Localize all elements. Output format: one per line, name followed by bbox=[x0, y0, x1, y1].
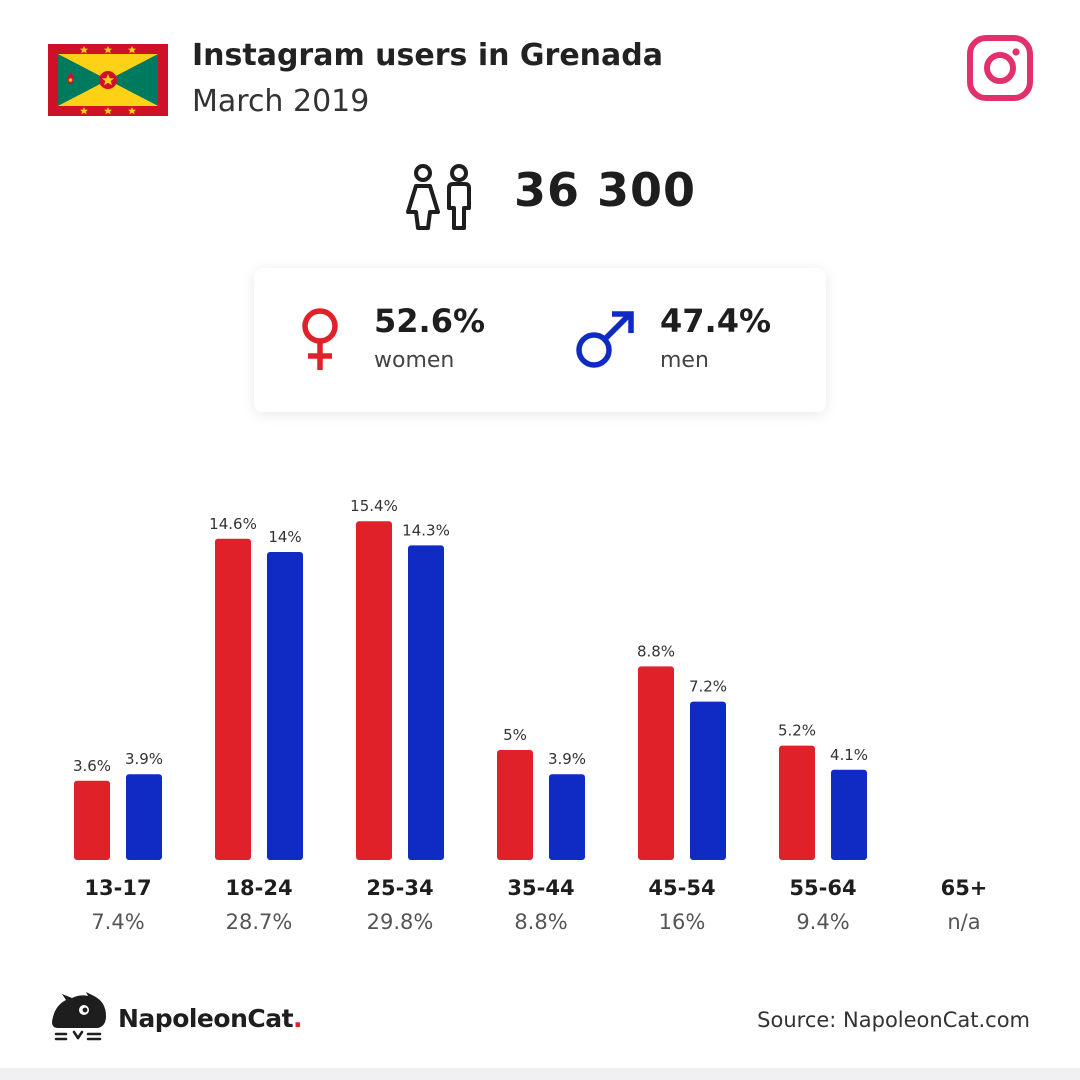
bar-label-men-35-44: 3.9% bbox=[548, 750, 586, 768]
category-total-25-34: 29.8% bbox=[366, 910, 434, 934]
bar-label-men-13-17: 3.9% bbox=[125, 750, 163, 768]
category-label-55-64: 55-64 bbox=[789, 876, 857, 900]
category-label-35-44: 35-44 bbox=[507, 876, 575, 900]
bar-label-men-18-24: 14% bbox=[268, 528, 301, 546]
source-credit: Source: NapoleonCat.com bbox=[757, 1008, 1030, 1032]
bar-men-35-44 bbox=[549, 774, 585, 860]
page-title: Instagram users in Grenada bbox=[192, 38, 664, 73]
bar-label-women-18-24: 14.6% bbox=[209, 515, 257, 533]
male-symbol-icon bbox=[576, 311, 634, 368]
men-label: men bbox=[660, 348, 709, 373]
napoleoncat-brand[interactable]: NapoleonCat. bbox=[118, 1004, 303, 1033]
page-subtitle: March 2019 bbox=[192, 84, 370, 119]
bar-men-18-24 bbox=[267, 552, 303, 860]
category-total-13-17: 7.4% bbox=[91, 910, 145, 934]
bar-label-women-55-64: 5.2% bbox=[778, 722, 816, 740]
bar-men-45-54 bbox=[690, 701, 726, 860]
bar-women-25-34 bbox=[356, 521, 392, 860]
bar-men-25-34 bbox=[408, 545, 444, 860]
women-percentage: 52.6% bbox=[374, 302, 486, 340]
bar-women-45-54 bbox=[638, 666, 674, 860]
category-total-45-54: 16% bbox=[658, 910, 706, 934]
people-icon bbox=[406, 164, 471, 230]
footer-band bbox=[0, 1068, 1080, 1080]
bar-label-women-25-34: 15.4% bbox=[350, 497, 398, 515]
category-total-35-44: 8.8% bbox=[514, 910, 568, 934]
category-total-18-24: 28.7% bbox=[225, 910, 293, 934]
age-gender-bar-chart: 3.6% 3.9% 14.6% 14% 15.4%14.3% 5% 3.9% 8.8% 7.2%… bbox=[73, 497, 868, 860]
bar-men-13-17 bbox=[126, 774, 162, 860]
bar-women-13-17 bbox=[74, 780, 110, 860]
category-label-13-17: 13-17 bbox=[84, 876, 152, 900]
napoleoncat-logo-icon bbox=[52, 992, 106, 1041]
total-users: 36 300 bbox=[514, 163, 697, 217]
category-total-65+: n/a bbox=[947, 910, 981, 934]
bar-label-men-45-54: 7.2% bbox=[689, 678, 727, 696]
women-label: women bbox=[374, 348, 455, 373]
category-label-25-34: 25-34 bbox=[366, 876, 434, 900]
gender-card bbox=[254, 268, 826, 412]
bar-label-women-45-54: 8.8% bbox=[637, 642, 675, 660]
category-label-45-54: 45-54 bbox=[648, 876, 716, 900]
bar-women-18-24 bbox=[215, 538, 251, 860]
category-label-18-24: 18-24 bbox=[225, 876, 293, 900]
men-percentage: 47.4% bbox=[660, 302, 772, 340]
category-total-55-64: 9.4% bbox=[796, 910, 850, 934]
female-symbol-icon bbox=[302, 308, 338, 370]
bar-label-women-35-44: 5% bbox=[503, 726, 527, 744]
bar-label-women-13-17: 3.6% bbox=[73, 757, 111, 775]
category-label-65+: 65+ bbox=[940, 876, 988, 900]
bar-men-55-64 bbox=[831, 769, 867, 860]
bar-label-men-55-64: 4.1% bbox=[830, 746, 868, 764]
bar-label-men-25-34: 14.3% bbox=[402, 521, 450, 539]
instagram-icon bbox=[967, 35, 1033, 101]
bar-women-55-64 bbox=[779, 745, 815, 860]
bar-women-35-44 bbox=[497, 750, 533, 860]
grenada-flag bbox=[48, 44, 168, 116]
